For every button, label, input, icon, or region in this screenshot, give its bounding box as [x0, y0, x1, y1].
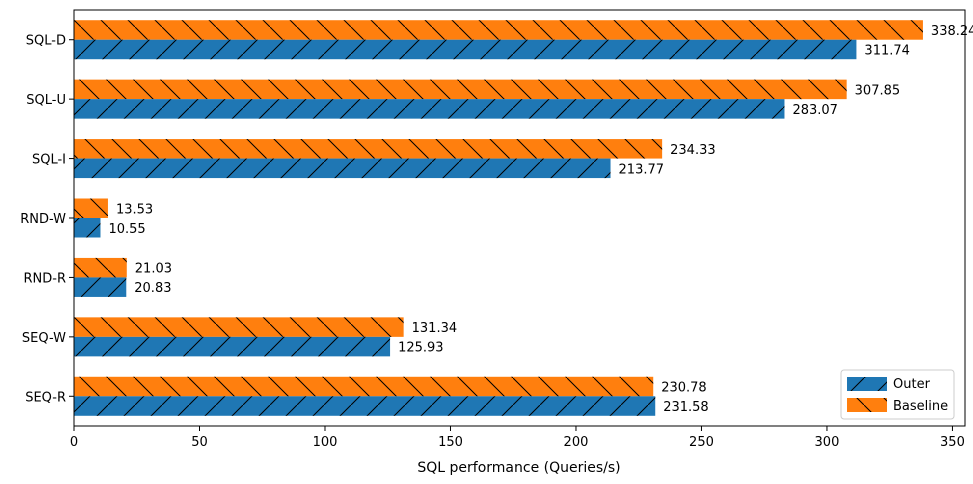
- x-tick-label-100: 100: [313, 435, 338, 450]
- x-tick-label-50: 50: [191, 435, 208, 450]
- bar-hatch-outer-sql-i: [74, 158, 611, 179]
- value-label-baseline-sql-i: 234.33: [670, 143, 716, 158]
- bar-hatch-baseline-sql-u: [74, 79, 847, 100]
- value-label-outer-seq-r: 231.58: [663, 400, 709, 415]
- bar-hatch-outer-seq-r: [74, 396, 656, 416]
- value-labels-layer: 338.24 311.74 307.85 283.07 234.33 213.77 13.5…: [108, 24, 973, 415]
- y-tick-label-sql-u: SQL-U: [26, 93, 66, 108]
- x-axis-title: SQL performance (Queries/s): [417, 460, 620, 476]
- x-tick-label-150: 150: [438, 435, 463, 450]
- value-label-outer-sql-i: 213.77: [619, 162, 665, 177]
- legend-swatch-outer-hatch: [847, 377, 887, 391]
- bars-layer: [74, 20, 923, 416]
- value-label-baseline-sql-d: 338.24: [931, 24, 973, 39]
- y-tick-label-rnd-r: RND-R: [24, 271, 67, 286]
- x-axis: 0 50 100 150 200 250 300 350: [70, 426, 965, 450]
- bar-hatch-outer-sql-d: [74, 39, 857, 60]
- x-tick-label-0: 0: [70, 435, 78, 450]
- value-label-baseline-rnd-w: 13.53: [116, 202, 153, 217]
- value-label-baseline-seq-w: 131.34: [412, 321, 458, 336]
- x-tick-label-300: 300: [815, 435, 840, 450]
- y-tick-label-rnd-w: RND-W: [20, 212, 66, 227]
- legend-swatch-baseline-hatch: [847, 398, 887, 412]
- value-label-outer-seq-w: 125.93: [398, 341, 444, 356]
- x-tick-label-250: 250: [689, 435, 714, 450]
- y-axis: SQL-D SQL-U SQL-I RND-W RND-R SEQ-W SEQ-R: [20, 34, 74, 405]
- value-label-outer-sql-d: 311.74: [864, 43, 910, 58]
- bar-hatch-outer-sql-u: [74, 99, 785, 119]
- y-tick-label-sql-d: SQL-D: [26, 34, 66, 49]
- y-tick-label-seq-w: SEQ-W: [22, 331, 66, 346]
- value-label-outer-sql-u: 283.07: [792, 103, 838, 118]
- y-tick-label-seq-r: SEQ-R: [25, 390, 66, 405]
- x-tick-label-350: 350: [940, 435, 965, 450]
- bar-hatch-baseline-seq-w: [74, 317, 404, 337]
- value-label-outer-rnd-w: 10.55: [108, 222, 145, 237]
- bar-hatch-outer-rnd-w: [74, 218, 101, 238]
- x-tick-label-200: 200: [564, 435, 589, 450]
- bar-hatch-outer-seq-w: [74, 336, 391, 357]
- value-label-baseline-seq-r: 230.78: [661, 381, 707, 396]
- value-label-outer-rnd-r: 20.83: [134, 281, 171, 296]
- bar-hatch-baseline-seq-r: [74, 376, 654, 397]
- legend-label-baseline: Baseline: [893, 399, 948, 414]
- bar-hatch-outer-rnd-r: [74, 277, 127, 297]
- bar-hatch-baseline-rnd-r: [74, 257, 127, 278]
- bar-hatch-baseline-rnd-w: [74, 198, 108, 218]
- bar-hatch-baseline-sql-d: [74, 20, 923, 40]
- legend: Outer Baseline: [840, 369, 955, 420]
- plot-frame: [73, 9, 966, 427]
- value-label-baseline-rnd-r: 21.03: [135, 262, 172, 277]
- value-label-baseline-sql-u: 307.85: [855, 83, 901, 98]
- y-tick-label-sql-i: SQL-I: [32, 153, 66, 168]
- bar-hatch-baseline-sql-i: [74, 139, 663, 159]
- legend-label-outer: Outer: [893, 377, 931, 392]
